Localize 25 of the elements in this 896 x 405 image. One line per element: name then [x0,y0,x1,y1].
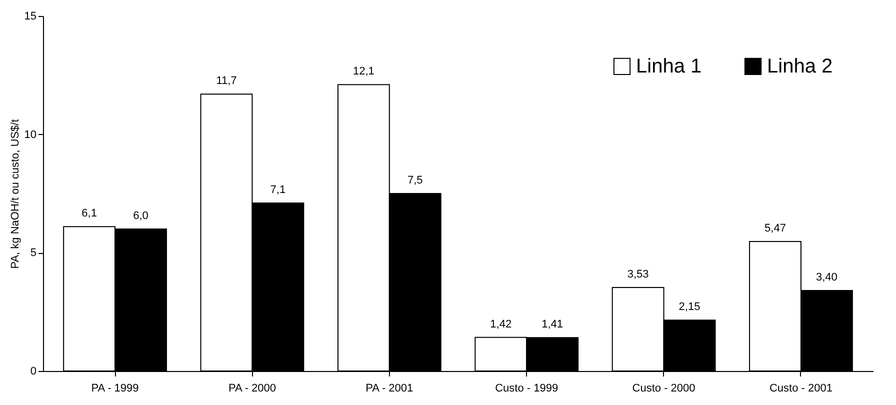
data-label: 1,41 [542,318,564,331]
legend-label: Linha 2 [767,55,833,78]
data-label: 6,0 [133,210,148,222]
data-label: 6,1 [82,208,97,220]
x-tick-label: Custo - 2000 [632,382,696,394]
x-tick-label: PA - 2000 [228,382,276,394]
data-label: 7,5 [407,174,423,186]
data-label: 5,47 [764,222,786,235]
y-tick-label: 5 [30,247,36,260]
y-tick-label: 15 [24,10,36,22]
data-label: 3,53 [627,268,649,280]
x-tick-label: PA - 1999 [91,382,139,394]
y-tick-label: 10 [24,128,36,141]
y-tick-label: 0 [30,366,36,378]
data-label: 3,40 [816,272,838,284]
data-label: 11,7 [216,75,237,88]
data-label: 7,1 [270,184,286,196]
x-tick-label: PA - 2001 [366,382,414,394]
x-tick-label: Custo - 2001 [769,382,832,394]
x-tick-label: Custo - 1999 [495,382,558,394]
data-label: 2,15 [678,301,700,314]
y-axis-title: PA, kg NaOH/t ou custo, US$/t [9,119,22,269]
legend-label: Linha 1 [636,55,702,78]
data-label: 12,1 [352,66,374,78]
data-label: 1,42 [490,318,512,330]
